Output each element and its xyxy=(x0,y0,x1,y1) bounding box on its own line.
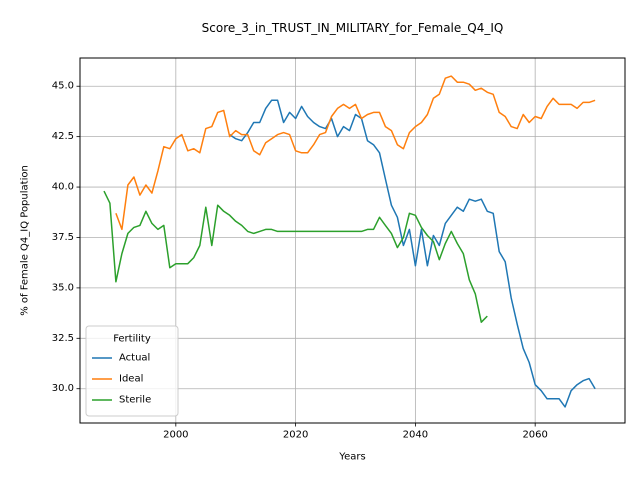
x-tick-label: 2000 xyxy=(163,430,188,441)
series-lines xyxy=(103,75,596,408)
x-axis-ticks: 2000 2020 2040 2060 xyxy=(163,423,548,441)
legend-label-actual: Actual xyxy=(119,353,150,364)
y-tick-label: 35.0 xyxy=(52,282,74,293)
x-tick-label: 2060 xyxy=(522,430,547,441)
y-tick-label: 42.5 xyxy=(52,131,74,142)
legend-items: Actual Ideal Sterile xyxy=(92,353,151,406)
legend: Fertility Actual Ideal Sterile xyxy=(85,325,179,417)
legend-box xyxy=(85,325,179,417)
grid-lines xyxy=(80,58,625,423)
y-axis-ticks: 30.0 32.5 35.0 37.5 40.0 42.5 45.0 xyxy=(52,81,80,394)
legend-label-ideal: Ideal xyxy=(119,374,143,385)
x-axis-label: Years xyxy=(338,452,365,463)
plot-frame xyxy=(79,57,626,424)
series-line-sterile xyxy=(103,190,488,323)
y-tick-label: 37.5 xyxy=(52,232,74,243)
legend-label-sterile: Sterile xyxy=(119,395,151,406)
y-tick-label: 45.0 xyxy=(52,81,74,92)
y-axis-label: % of Female Q4_IQ Population xyxy=(20,165,31,316)
legend-title: Fertility xyxy=(113,334,151,345)
y-tick-label: 40.0 xyxy=(52,182,74,193)
x-tick-label: 2040 xyxy=(403,430,428,441)
y-tick-label: 30.0 xyxy=(52,383,74,394)
x-tick-label: 2020 xyxy=(283,430,308,441)
y-tick-label: 32.5 xyxy=(52,333,74,344)
chart-title: Score_3_in_TRUST_IN_MILITARY_for_Female_… xyxy=(202,21,504,35)
series-line-ideal xyxy=(115,75,596,231)
series-line-actual xyxy=(229,99,596,408)
